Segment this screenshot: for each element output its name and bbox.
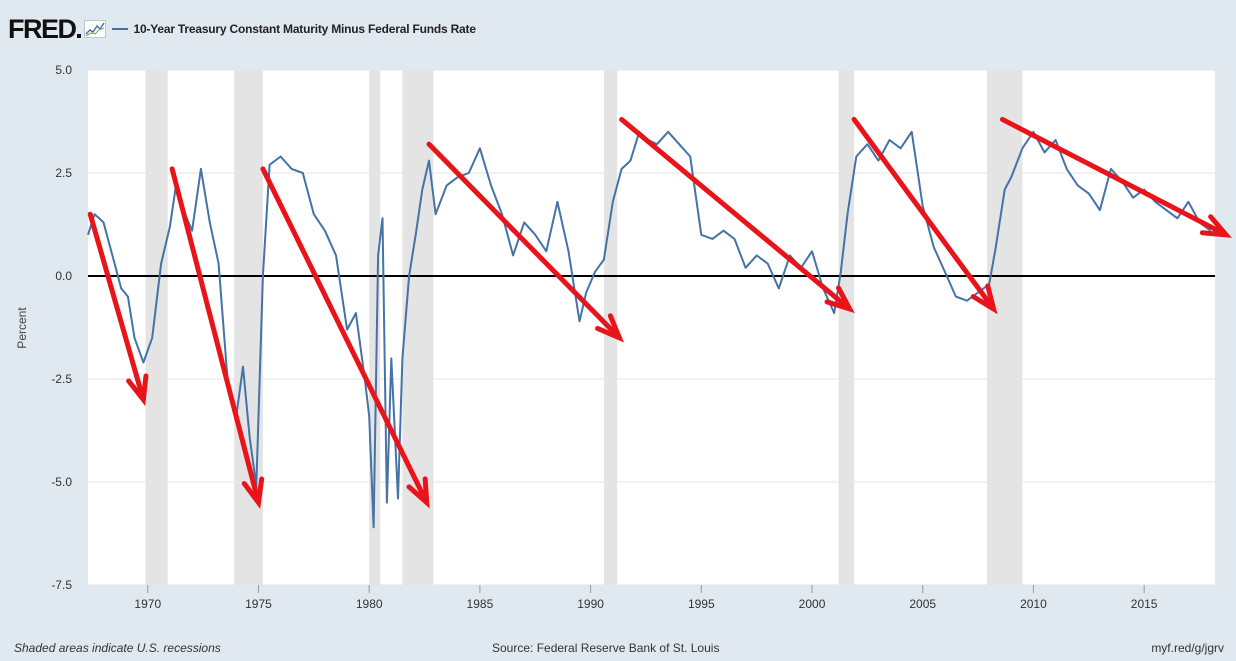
x-tick-label: 1985 [467, 597, 494, 611]
x-tick-label: 1995 [688, 597, 715, 611]
y-tick-label: 0.0 [55, 269, 72, 283]
fred-logo-dot [76, 34, 81, 38]
recession-band [369, 70, 381, 585]
recession-bands [145, 70, 1023, 585]
trend-arrow-shaft [999, 116, 1226, 236]
gridlines [88, 69, 1215, 586]
trend-arrow-shaft [260, 166, 428, 503]
trend-arrow [87, 211, 149, 406]
series-layer [87, 130, 1212, 529]
x-axis-ticks: 1970 1975 1980 1985 1990 1995 2000 2005 2010 2015 [134, 585, 1158, 611]
recession-band [234, 70, 263, 585]
trend-arrow-shaft [87, 211, 146, 400]
series-title: 10-Year Treasury Constant Maturity Minus… [133, 22, 476, 36]
trend-arrows [87, 116, 1232, 509]
trend-arrow [169, 166, 265, 509]
trend-arrow-head [241, 476, 265, 509]
recession-band [145, 70, 168, 585]
trend-arrow-head [126, 373, 149, 406]
trend-arrow-shaft [169, 166, 261, 503]
source-note: Source: Federal Reserve Bank of St. Loui… [492, 641, 720, 655]
chart-header: FRED 10-Year Treasury Constant Maturity … [8, 12, 476, 46]
trend-arrow [851, 116, 998, 315]
recession-band [838, 70, 855, 585]
x-tick-label: 1990 [577, 597, 604, 611]
trend-arrow-head [595, 313, 625, 343]
trend-arrow-shaft [619, 116, 850, 310]
trend-arrow-head [824, 285, 855, 314]
y-tick-label: 5.0 [55, 63, 72, 77]
y-axis-ticks: 5.0 2.5 0.0 -2.5 -5.0 -7.5 [51, 63, 72, 592]
plot-background [88, 70, 1215, 585]
y-tick-label: -7.5 [51, 578, 72, 592]
x-tick-label: 1975 [245, 597, 272, 611]
short-url-link[interactable]: myf.red/g/jgrv [1151, 641, 1224, 655]
fred-logo[interactable]: FRED [8, 13, 77, 44]
x-tick-label: 1970 [134, 597, 161, 611]
trend-arrow-head [406, 476, 430, 509]
x-tick-label: 2000 [799, 597, 826, 611]
trend-arrow-shaft [426, 141, 620, 339]
recession-band [986, 70, 1023, 585]
trend-arrow [619, 116, 855, 314]
x-tick-label: 2010 [1020, 597, 1047, 611]
trend-arrow-head [1199, 214, 1232, 238]
trend-arrow [426, 141, 625, 343]
y-axis-label: Percent [15, 307, 29, 349]
legend-swatch [111, 28, 128, 30]
y-tick-label: -2.5 [51, 372, 72, 386]
trend-arrow [999, 116, 1232, 238]
y-tick-label: 2.5 [55, 166, 72, 180]
x-tick-label: 1980 [356, 597, 383, 611]
fred-graph-icon [83, 20, 106, 38]
trend-arrow-head [970, 283, 998, 315]
x-tick-label: 2005 [909, 597, 936, 611]
recession-note: Shaded areas indicate U.S. recessions [14, 641, 221, 655]
y-tick-label: -5.0 [51, 475, 72, 489]
trend-arrow-shaft [851, 116, 995, 310]
series-line [87, 130, 1212, 529]
x-tick-label: 2015 [1131, 597, 1158, 611]
trend-arrow [260, 166, 430, 509]
